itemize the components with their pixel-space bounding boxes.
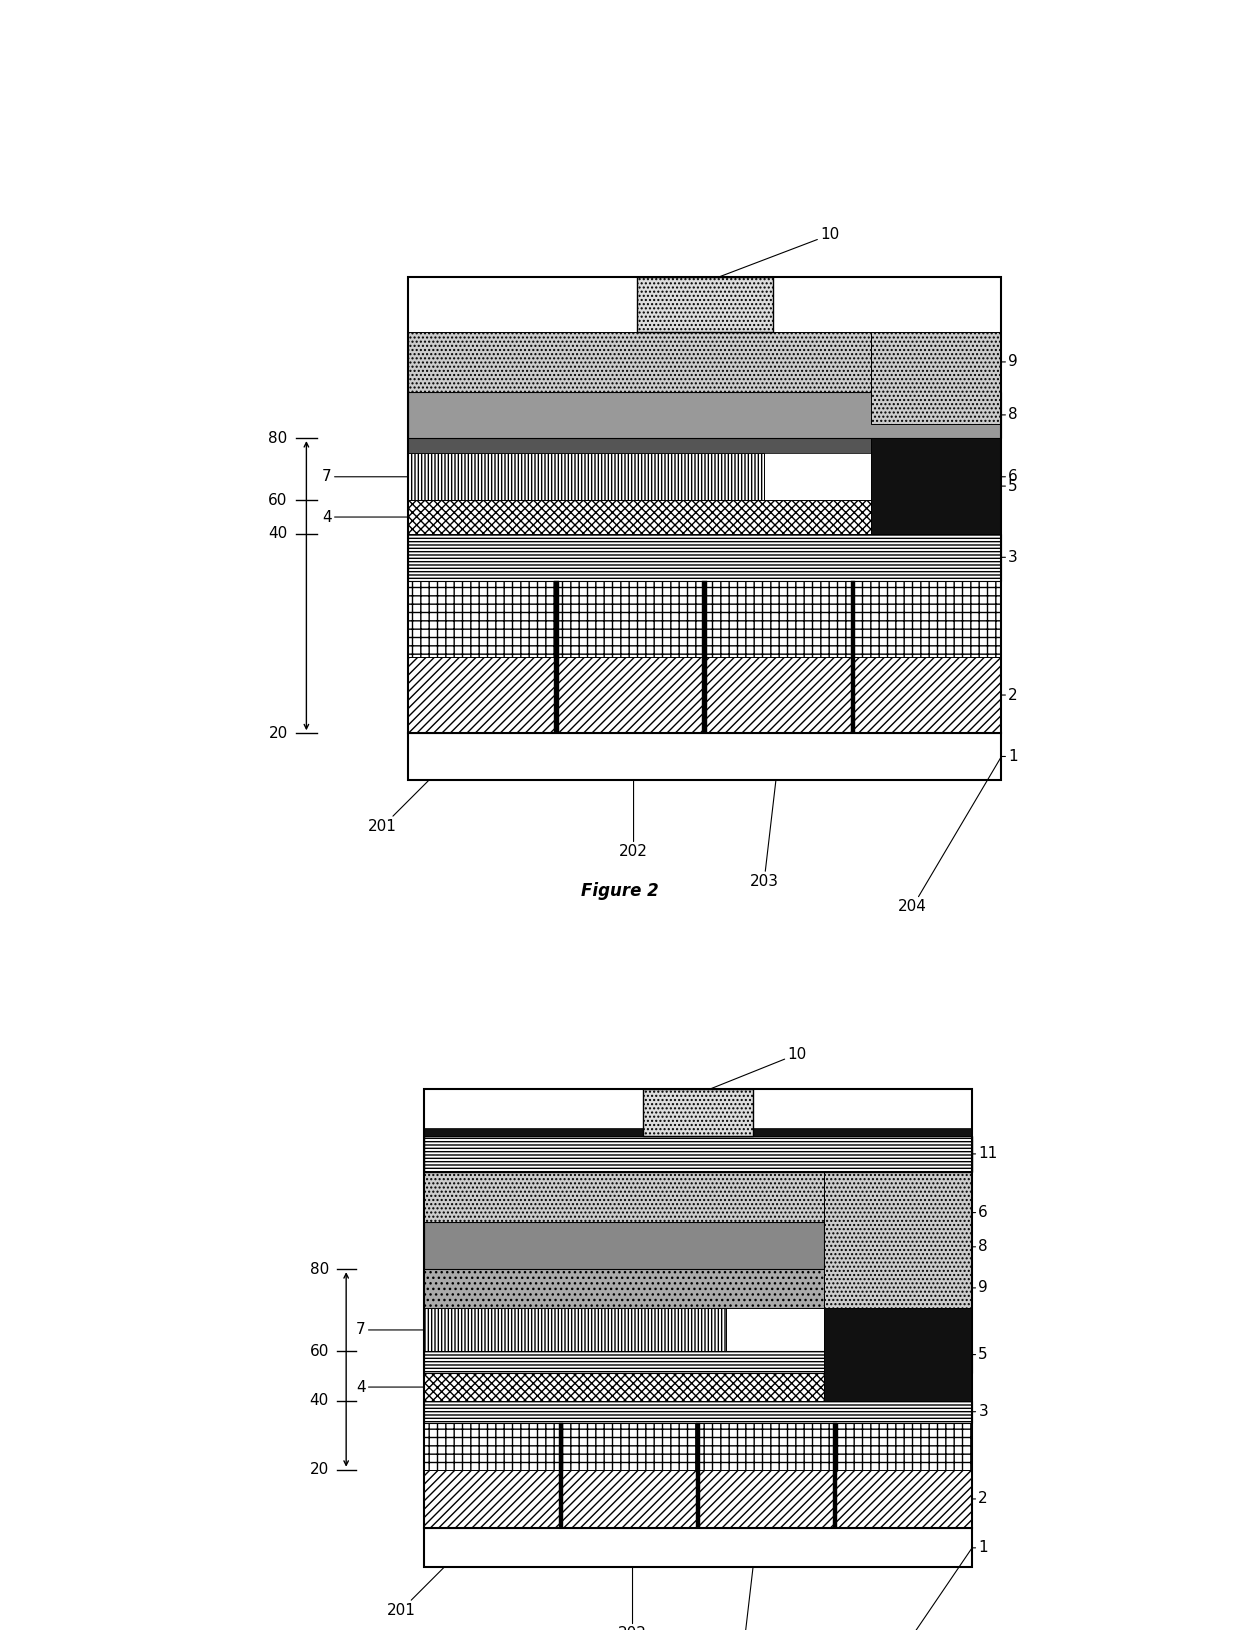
Bar <box>562 1423 698 1470</box>
Bar <box>408 657 557 734</box>
Bar <box>853 580 1002 657</box>
Bar <box>836 1423 972 1470</box>
Text: 20: 20 <box>269 725 288 740</box>
Text: 2: 2 <box>972 1491 988 1506</box>
Bar <box>424 1400 972 1423</box>
Bar <box>636 277 773 333</box>
Bar <box>557 580 704 657</box>
Bar <box>696 1423 701 1529</box>
Bar <box>853 657 1002 734</box>
Bar <box>408 391 1002 438</box>
Text: 3: 3 <box>972 1403 988 1420</box>
Text: 10: 10 <box>718 227 839 277</box>
Bar <box>424 1374 825 1400</box>
Bar <box>424 1222 825 1270</box>
Text: 201: 201 <box>387 1568 444 1619</box>
Text: 4: 4 <box>322 510 408 525</box>
Bar <box>825 1172 972 1309</box>
Bar <box>408 500 870 535</box>
Text: 60: 60 <box>268 492 288 507</box>
Text: 1: 1 <box>1002 748 1018 764</box>
Bar <box>408 734 1002 779</box>
Bar <box>424 1351 972 1374</box>
Text: 202: 202 <box>618 1568 647 1630</box>
Bar <box>408 580 557 657</box>
Bar <box>424 1270 825 1309</box>
Text: Figure 2: Figure 2 <box>582 882 658 900</box>
Bar <box>870 333 1002 424</box>
Text: 202: 202 <box>619 779 649 859</box>
Text: 2: 2 <box>1002 688 1018 703</box>
Text: 20: 20 <box>310 1462 329 1477</box>
Text: 201: 201 <box>368 779 429 835</box>
Bar <box>833 1423 837 1529</box>
Bar <box>702 580 707 734</box>
Bar <box>408 277 1002 734</box>
Bar <box>870 438 1002 535</box>
Bar <box>704 657 853 734</box>
Text: 60: 60 <box>310 1345 329 1359</box>
Bar <box>424 1089 972 1529</box>
Bar <box>424 1470 562 1529</box>
Text: 6: 6 <box>972 1205 988 1221</box>
Bar <box>408 453 764 500</box>
Bar <box>836 1470 972 1529</box>
Bar <box>562 1470 698 1529</box>
Text: 204: 204 <box>864 1548 972 1630</box>
Text: 8: 8 <box>1002 408 1018 422</box>
Text: 7: 7 <box>356 1322 424 1338</box>
Text: 6: 6 <box>1002 469 1018 484</box>
Bar <box>704 580 853 657</box>
Text: 1: 1 <box>972 1540 988 1555</box>
Text: 10: 10 <box>709 1046 807 1089</box>
Text: 8: 8 <box>972 1239 988 1255</box>
Text: 5: 5 <box>1002 479 1018 494</box>
Bar <box>554 580 559 734</box>
Bar <box>408 535 1002 580</box>
Text: 11: 11 <box>972 1146 998 1162</box>
Text: 4: 4 <box>356 1379 424 1395</box>
Bar <box>424 1128 972 1136</box>
Bar <box>644 1089 753 1136</box>
Bar <box>408 333 870 391</box>
Bar <box>424 1136 972 1172</box>
Bar <box>559 1423 563 1529</box>
Bar <box>698 1470 836 1529</box>
Text: 40: 40 <box>269 526 288 541</box>
Bar <box>408 438 870 453</box>
Bar <box>557 657 704 734</box>
Text: 7: 7 <box>322 469 408 484</box>
Bar <box>825 1309 972 1400</box>
Bar <box>851 580 856 734</box>
Text: 203: 203 <box>750 779 779 888</box>
Text: 9: 9 <box>1002 354 1018 370</box>
Text: 5: 5 <box>972 1346 988 1363</box>
Bar <box>424 1423 562 1470</box>
Text: 203: 203 <box>728 1568 756 1630</box>
Text: 80: 80 <box>269 430 288 445</box>
Bar <box>698 1423 836 1470</box>
Bar <box>424 1529 972 1568</box>
Text: 40: 40 <box>310 1394 329 1408</box>
Bar <box>424 1172 825 1222</box>
Text: 9: 9 <box>972 1281 988 1296</box>
Text: 204: 204 <box>898 756 1002 914</box>
Text: 3: 3 <box>1002 549 1018 566</box>
Text: 80: 80 <box>310 1262 329 1276</box>
Bar <box>424 1309 725 1351</box>
